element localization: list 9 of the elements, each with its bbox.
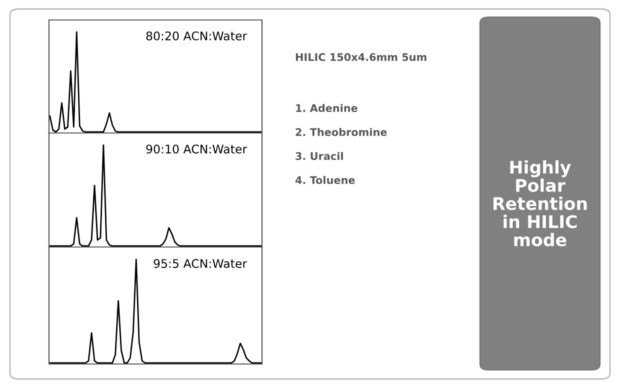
text: 2. Theobromine	[296, 128, 387, 136]
text: HILIC 150x4.6mm 5um	[296, 53, 426, 62]
text: 3. Uracil	[296, 152, 343, 160]
text: 4. Toluene	[295, 176, 355, 184]
chart-title: 90:10 ACN:Water	[146, 144, 248, 154]
text: 1. Adenine	[296, 104, 358, 112]
chart-title: 80:20 ACN:Water	[146, 31, 248, 40]
chart-title: 95:5 ACN:Water	[154, 259, 248, 268]
text: Highly Polar Retention in HILIC mode	[494, 160, 587, 246]
